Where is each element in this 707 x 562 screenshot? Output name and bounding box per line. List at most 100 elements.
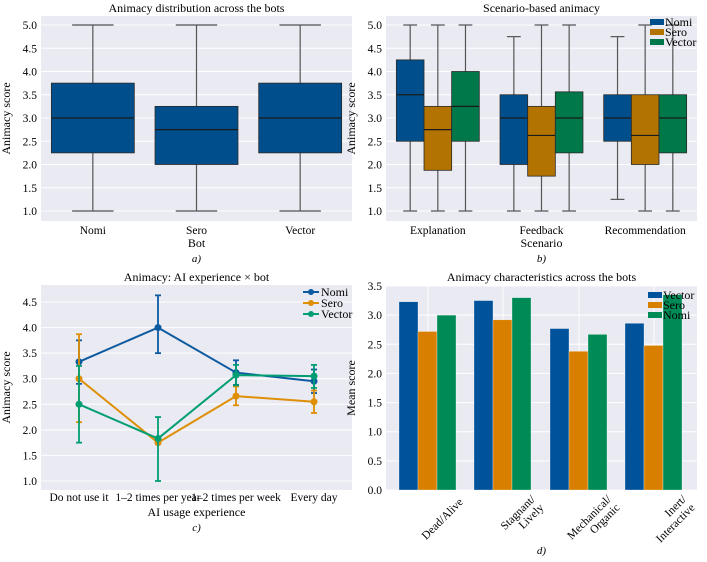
bar-nomi bbox=[587, 334, 608, 491]
y-tick-label: 3.0 bbox=[23, 113, 38, 125]
y-axis-label: Animacy score bbox=[0, 82, 13, 154]
legend-swatch-sero bbox=[648, 302, 662, 308]
series-line bbox=[78, 377, 315, 444]
box-sero bbox=[423, 24, 453, 212]
x-tick-label: 1–2 times per year bbox=[115, 492, 200, 504]
bar-sero bbox=[492, 319, 513, 491]
legend-label: Sero bbox=[663, 298, 685, 312]
legend-label: Nomi bbox=[321, 285, 349, 299]
bar-nomi bbox=[436, 314, 457, 491]
y-tick-label: 5.0 bbox=[368, 20, 383, 32]
y-tick-label: 3.0 bbox=[368, 310, 383, 322]
y-tick-label: 3.0 bbox=[368, 113, 383, 125]
box-vector bbox=[658, 24, 688, 212]
series-line bbox=[78, 326, 315, 383]
x-tick-label: Mechanical/Organic bbox=[565, 493, 623, 551]
legend-label: Vector bbox=[663, 288, 694, 302]
legend-marker bbox=[308, 300, 314, 306]
plot-area bbox=[41, 285, 352, 490]
legend-label: Sero bbox=[321, 296, 343, 310]
x-tick-label: Dead/Alive bbox=[420, 496, 466, 542]
y-tick-label: 4.0 bbox=[23, 67, 38, 79]
box-vector bbox=[554, 24, 584, 212]
legend-marker bbox=[308, 289, 314, 295]
data-point bbox=[232, 371, 240, 379]
x-axis-label: Bot bbox=[188, 236, 206, 250]
box-vector bbox=[258, 24, 343, 212]
y-tick-label: 2.5 bbox=[368, 339, 383, 351]
y-tick-label: 0.0 bbox=[368, 485, 383, 497]
data-point bbox=[154, 435, 162, 443]
data-point bbox=[154, 324, 162, 332]
panel-a: 1.0 1.5 2.0 2.5 3.0 3.5 4.0 4.5 5.0 Animacy distr… bbox=[0, 1, 352, 265]
box-nomi bbox=[395, 24, 425, 212]
y-tick-label: 4.0 bbox=[23, 323, 38, 335]
x-tick-label: Recommendation bbox=[605, 225, 686, 237]
chart-title: Animacy: AI experience × bot bbox=[124, 270, 270, 284]
box-iqr bbox=[499, 94, 529, 165]
y-tick-label: 2.5 bbox=[23, 399, 38, 411]
x-tick-label: Every day bbox=[291, 492, 338, 504]
y-tick-label: 1.5 bbox=[368, 183, 383, 195]
x-axis-label: AI usage experience bbox=[148, 505, 246, 519]
box-nomi bbox=[50, 24, 135, 212]
bar-sero bbox=[643, 345, 664, 491]
series-line bbox=[78, 374, 315, 440]
box-iqr bbox=[527, 105, 556, 177]
box-iqr bbox=[630, 94, 660, 165]
legend-label: Vector bbox=[665, 35, 696, 49]
data-point bbox=[232, 392, 240, 400]
chart-title: Animacy distribution across the bots bbox=[109, 1, 285, 15]
bar-vector bbox=[398, 301, 419, 491]
bar-nomi bbox=[662, 294, 683, 491]
x-tick-label: Feedback bbox=[519, 225, 563, 237]
legend-swatch-sero bbox=[650, 29, 664, 35]
chart-title: Animacy characteristics across the bots bbox=[447, 270, 637, 284]
y-tick-label: 2.5 bbox=[368, 136, 383, 148]
bar-sero bbox=[568, 351, 589, 491]
y-tick-label: 0.5 bbox=[368, 456, 383, 468]
x-tick-label: Inert/Interactive bbox=[646, 493, 698, 545]
box-sero bbox=[527, 24, 556, 212]
x-tick-label: Explanation bbox=[410, 225, 466, 237]
box-iqr bbox=[423, 105, 453, 171]
y-tick-label: 1.0 bbox=[23, 476, 38, 488]
y-axis-label: Animacy score bbox=[0, 351, 13, 423]
y-tick-label: 1.0 bbox=[23, 206, 38, 218]
bar-sero bbox=[417, 331, 438, 491]
legend-label: Sero bbox=[665, 25, 687, 39]
x-tick-label: Vector bbox=[285, 225, 315, 237]
x-tick-label: 1–2 times per week bbox=[191, 492, 281, 504]
y-tick-label: 2.5 bbox=[23, 136, 38, 148]
box-sero bbox=[154, 24, 239, 212]
y-tick-label: 2.0 bbox=[23, 425, 38, 437]
y-tick-label: 3.5 bbox=[23, 90, 38, 102]
legend-swatch-vector bbox=[650, 39, 664, 45]
x-tick-label: Sero bbox=[186, 225, 207, 237]
panel-caption: b) bbox=[537, 253, 547, 265]
legend-marker bbox=[308, 311, 314, 317]
legend-label: Nomi bbox=[663, 308, 691, 322]
y-tick-label: 2.0 bbox=[23, 160, 38, 172]
y-tick-label: 1.5 bbox=[23, 450, 38, 462]
bar-nomi bbox=[511, 297, 532, 491]
x-axis-label: Scenario bbox=[521, 236, 563, 250]
bar-vector bbox=[473, 300, 494, 491]
y-tick-label: 3.5 bbox=[23, 348, 38, 360]
y-axis-label: Mean score bbox=[344, 360, 358, 416]
box-sero bbox=[630, 24, 660, 212]
panel-c: 1.0 1.5 2.0 2.5 3.0 3.5 4.0 4.5 Animacy: AI expe… bbox=[0, 270, 352, 534]
x-tick-line: Dead/Alive bbox=[420, 496, 466, 542]
box-iqr bbox=[395, 59, 425, 142]
y-tick-label: 4.5 bbox=[23, 297, 38, 309]
chart-title: Scenario-based animacy bbox=[483, 1, 600, 15]
y-tick-label: 2.0 bbox=[368, 160, 383, 172]
legend-swatch-vector bbox=[648, 292, 662, 298]
data-point bbox=[310, 398, 318, 406]
bar-vector bbox=[549, 328, 570, 491]
y-tick-label: 5.0 bbox=[23, 20, 38, 32]
y-tick-label: 1.0 bbox=[368, 206, 383, 218]
